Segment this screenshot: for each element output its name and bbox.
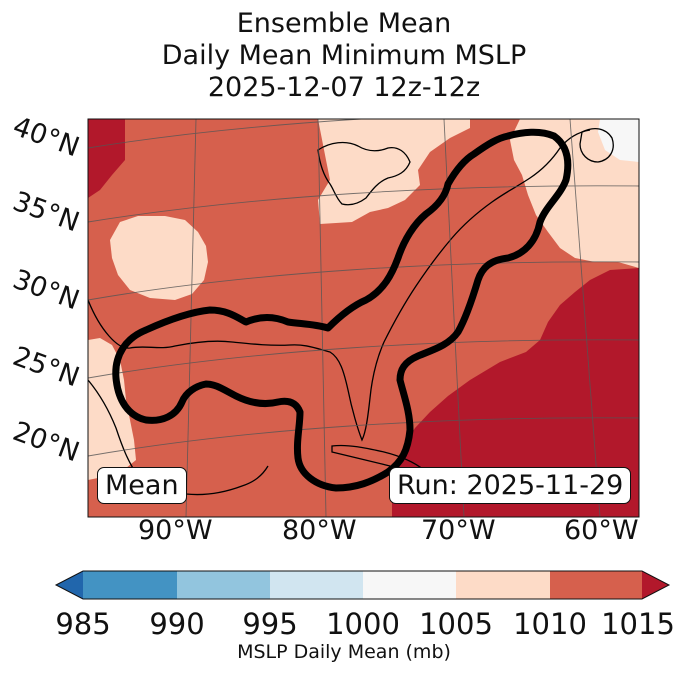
colorbar-tick-985: 985 — [55, 607, 111, 641]
meridian-80 — [317, 119, 327, 517]
meridian-90 — [185, 119, 197, 517]
colorbar-outline — [54, 570, 671, 600]
colorbar — [54, 570, 671, 600]
mean-tag: Mean — [97, 467, 187, 504]
run-date-tag: Run: 2025-11-29 — [389, 467, 632, 504]
colorbar-bin-1000-1005 — [363, 571, 456, 599]
newfoundland-outline — [579, 127, 614, 163]
field-1005-1010-central — [110, 216, 208, 300]
parallel-30 — [88, 261, 639, 301]
field-1000-1005-corner — [598, 119, 639, 162]
lon-label-70w: 70°W — [421, 515, 496, 546]
lon-label-90w: 90°W — [138, 515, 213, 546]
field-1005-1010-northeast — [510, 119, 639, 268]
colorbar-tick-1015: 1015 — [601, 607, 675, 641]
colorbar-label: MSLP Daily Mean (mb) — [237, 641, 451, 663]
title-line-1: Ensemble Mean — [236, 8, 452, 39]
field-1015-atlantic — [392, 268, 639, 517]
colorbar-tick-995: 995 — [242, 607, 298, 641]
colorbar-extend-high — [642, 571, 669, 599]
colorbar-extend-low — [56, 571, 83, 599]
colorbar-bin-1010-1015 — [550, 571, 642, 599]
colorbar-tick-1010: 1010 — [513, 607, 587, 641]
colorbar-tick-1005: 1005 — [419, 607, 493, 641]
colorbar-bin-990-995 — [177, 571, 270, 599]
field-1015-northwest — [88, 119, 125, 198]
gulf-coast — [88, 129, 591, 442]
great-lakes-outline — [317, 141, 411, 206]
parallel-25 — [88, 339, 639, 379]
colorbar-tick-990: 990 — [149, 607, 205, 641]
colorbar-bin-985-990 — [83, 571, 177, 599]
lon-label-60w: 60°W — [564, 515, 639, 546]
parallel-20 — [88, 417, 639, 457]
lon-label-80w: 80°W — [282, 515, 357, 546]
title-line-2: Daily Mean Minimum MSLP — [161, 40, 527, 71]
map-panel — [88, 119, 639, 517]
ensemble-contour — [112, 128, 572, 492]
colorbar-tick-1000: 1000 — [326, 607, 400, 641]
field-1005-1010-mexico — [88, 338, 136, 480]
title-line-3: 2025-12-07 12z-12z — [207, 72, 481, 103]
meridian-60 — [569, 119, 601, 517]
map-frame — [87, 118, 640, 518]
colorbar-bin-1005-1010 — [456, 571, 550, 599]
colorbar-bin-995-1000 — [270, 571, 363, 599]
